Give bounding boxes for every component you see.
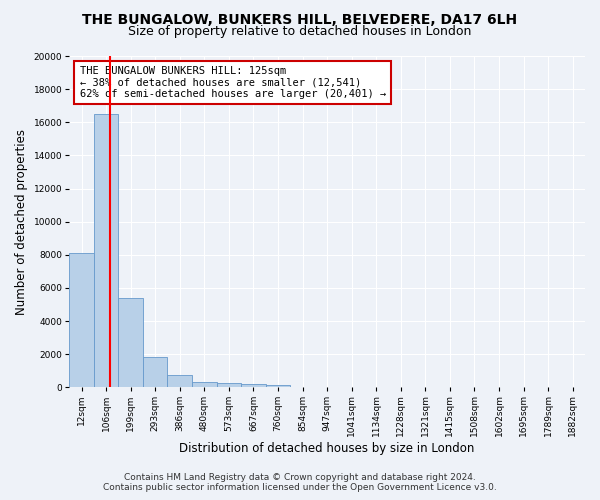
Text: THE BUNGALOW, BUNKERS HILL, BELVEDERE, DA17 6LH: THE BUNGALOW, BUNKERS HILL, BELVEDERE, D… — [82, 12, 518, 26]
Bar — [118, 298, 143, 388]
Bar — [69, 253, 94, 388]
Bar — [192, 382, 217, 388]
Bar — [217, 383, 241, 388]
X-axis label: Distribution of detached houses by size in London: Distribution of detached houses by size … — [179, 442, 475, 455]
Bar — [241, 384, 266, 388]
Y-axis label: Number of detached properties: Number of detached properties — [15, 128, 28, 314]
Text: Contains HM Land Registry data © Crown copyright and database right 2024.
Contai: Contains HM Land Registry data © Crown c… — [103, 473, 497, 492]
Bar — [94, 114, 118, 388]
Bar — [266, 385, 290, 388]
Bar — [167, 375, 192, 388]
Bar — [143, 356, 167, 388]
Text: THE BUNGALOW BUNKERS HILL: 125sqm
← 38% of detached houses are smaller (12,541)
: THE BUNGALOW BUNKERS HILL: 125sqm ← 38% … — [80, 66, 386, 99]
Text: Size of property relative to detached houses in London: Size of property relative to detached ho… — [128, 25, 472, 38]
